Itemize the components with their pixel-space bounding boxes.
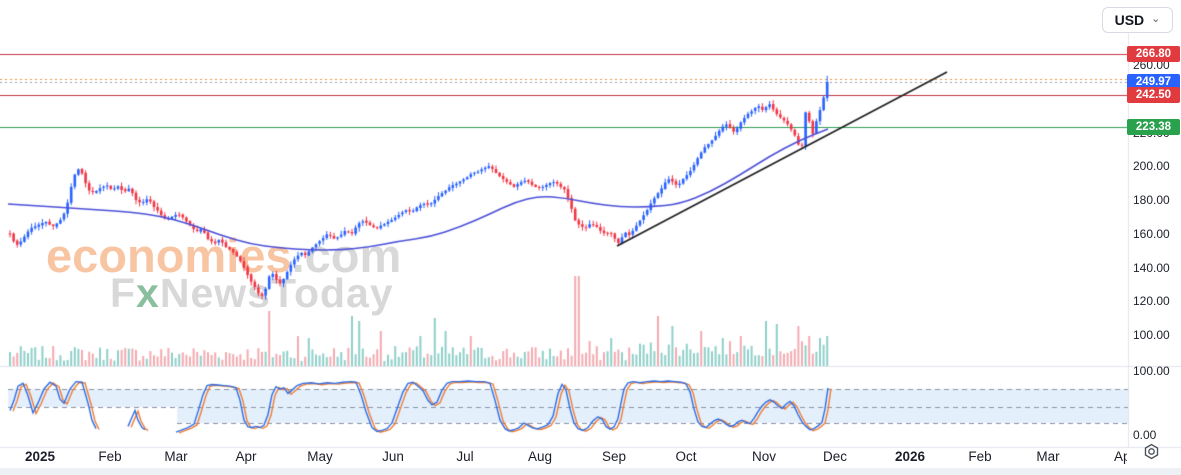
time-axis-label: May xyxy=(307,449,333,464)
currency-label: USD xyxy=(1114,12,1145,28)
price-level-badge: 266.80 xyxy=(1127,45,1180,62)
currency-dropdown[interactable]: USD ⌄ xyxy=(1102,7,1173,33)
price-axis-tick: 180.00 xyxy=(1133,193,1170,207)
price-axis-tick: 200.00 xyxy=(1133,159,1170,174)
price-axis-tick: 160.00 xyxy=(1133,226,1170,241)
time-axis-label: Apr xyxy=(235,449,257,464)
oscillator-axis-tick: 0.00 xyxy=(1133,428,1157,442)
axis-settings-gear-icon[interactable] xyxy=(1142,442,1161,461)
time-axis-label: Feb xyxy=(968,449,992,464)
time-axis-label: Dec xyxy=(822,449,848,464)
time-axis-label: Jun xyxy=(382,449,404,464)
bottom-edge-strip xyxy=(0,468,1181,475)
time-axis-label: Feb xyxy=(98,449,122,464)
time-axis-clipped-label: Ap xyxy=(1114,449,1127,464)
price-level-badge: 242.50 xyxy=(1127,86,1180,103)
time-axis-label: Aug xyxy=(527,449,553,464)
oscillator-axis-tick: 100.00 xyxy=(1133,364,1170,378)
time-axis-label: Oct xyxy=(675,449,697,464)
price-axis-tick: 140.00 xyxy=(1133,260,1170,275)
time-axis-label: Sep xyxy=(601,449,627,464)
time-axis-label: Nov xyxy=(751,449,777,464)
price-level-badge: 223.38 xyxy=(1127,118,1180,135)
price-level-badge: 249.97 xyxy=(1127,73,1180,90)
time-axis-label: Jul xyxy=(456,449,474,464)
time-axis-label: 2025 xyxy=(24,449,56,464)
time-axis-label: 2026 xyxy=(894,449,926,464)
time-axis-label: Mar xyxy=(164,449,188,464)
chevron-down-icon: ⌄ xyxy=(1151,12,1161,25)
price-axis-tick: 100.00 xyxy=(1133,328,1170,342)
price-axis-tick: 120.00 xyxy=(1133,294,1170,309)
time-axis-label: Mar xyxy=(1036,449,1060,464)
